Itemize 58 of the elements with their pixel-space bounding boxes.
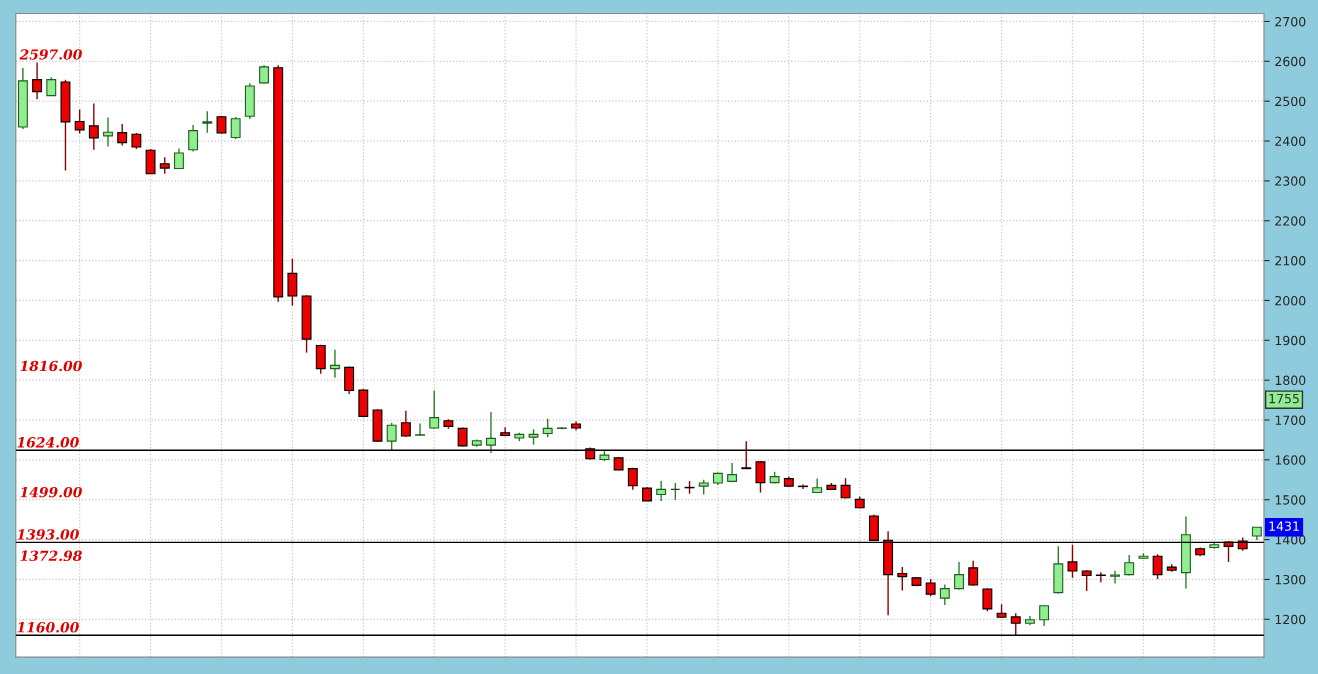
candlestick (386, 422, 397, 451)
candlestick (145, 148, 156, 175)
y-tick-label: 2600 (1275, 56, 1306, 67)
candlestick (1095, 571, 1106, 583)
candlestick (344, 365, 355, 395)
candlestick (329, 349, 340, 379)
candlestick (429, 389, 440, 430)
candlestick (968, 560, 979, 587)
y-tick-label: 2200 (1275, 216, 1306, 226)
candlestick (1152, 553, 1163, 580)
ref-line-label: 1624.00 (17, 437, 79, 448)
candlestick (74, 108, 85, 135)
y-tick-label: 1500 (1275, 495, 1306, 505)
candlestick (46, 76, 57, 97)
candlestick (287, 257, 298, 307)
candlestick (755, 460, 766, 494)
candlestick (1039, 605, 1050, 627)
candlestick (117, 123, 128, 147)
candlestick (840, 477, 851, 500)
y-tick-label: 1900 (1275, 335, 1306, 346)
y-tick-label: 2500 (1275, 96, 1306, 107)
y-tick-label: 2700 (1275, 16, 1306, 27)
annotation: 2597.00 (19, 49, 82, 60)
y-tick-label: 2400 (1275, 136, 1306, 146)
candlestick (486, 411, 496, 454)
text: 1431 (1269, 521, 1299, 531)
candlestick (173, 147, 184, 170)
candlestick (897, 566, 908, 592)
text: 1755 (1269, 394, 1299, 404)
y-tick-label: 1600 (1275, 455, 1306, 465)
annotation: 1499.00 (20, 486, 82, 498)
ref-line-label: 1393.00 (17, 529, 79, 540)
y-tick-label: 1200 (1275, 614, 1306, 625)
candlestick (1067, 544, 1078, 579)
ref-line-label: 1160.00 (17, 622, 79, 633)
candlestick (88, 102, 99, 151)
candlestick (400, 410, 411, 438)
candlestick (188, 124, 199, 153)
candlestick (315, 343, 326, 375)
y-tick-label: 2300 (1275, 176, 1306, 186)
candlestick (230, 116, 241, 140)
y-tick-label: 2000 (1275, 295, 1306, 306)
candlestick (1081, 569, 1092, 592)
annotation: 1372.98 (20, 550, 82, 562)
y-tick-label: 1800 (1275, 375, 1306, 386)
candlestick (982, 587, 993, 613)
annotation: 1816.00 (20, 360, 82, 372)
candlestick (954, 561, 964, 591)
candlestick (1110, 569, 1120, 585)
y-tick-label: 2100 (1275, 256, 1306, 266)
candlestick (542, 418, 553, 438)
candlestick (32, 61, 43, 100)
y-tick-label: 1300 (1275, 574, 1306, 585)
candlestick (939, 583, 950, 606)
candlestick (656, 480, 667, 502)
candlestick (415, 422, 425, 437)
y-tick-label: 1700 (1275, 415, 1306, 425)
candlestick (202, 110, 213, 134)
